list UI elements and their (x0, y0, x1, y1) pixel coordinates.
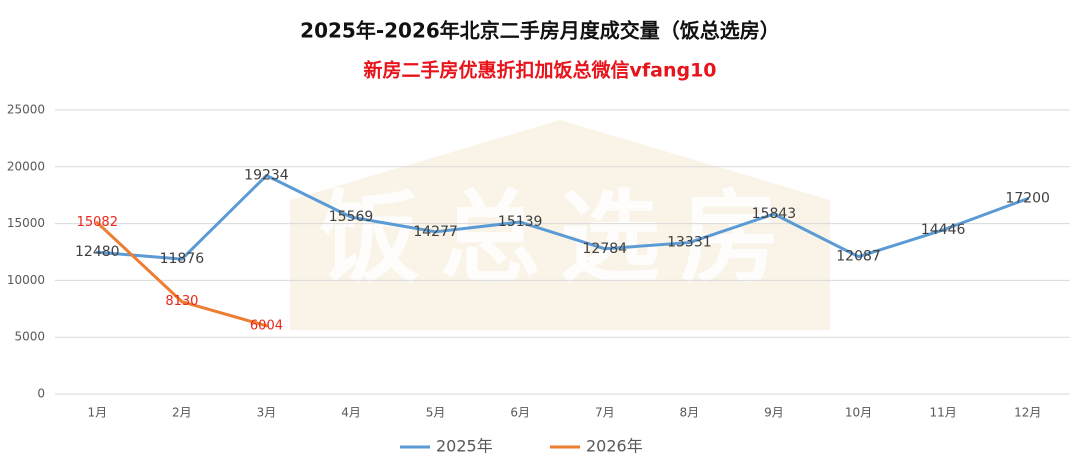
x-tick-label: 9月 (764, 406, 784, 420)
data-label: 14277 (413, 224, 458, 240)
y-tick-label: 5000 (14, 330, 45, 344)
data-label: 15082 (77, 215, 118, 230)
data-label: 12087 (836, 249, 881, 265)
x-tick-label: 7月 (595, 406, 615, 420)
y-tick-label: 10000 (7, 273, 45, 287)
data-label: 14446 (921, 222, 966, 238)
data-label: 12784 (583, 241, 628, 257)
watermark-text: 饭总选房 (320, 179, 800, 296)
legend-label: 2025年 (436, 437, 493, 456)
y-tick-label: 20000 (7, 159, 45, 173)
data-label: 15139 (498, 214, 543, 230)
data-label: 15843 (752, 206, 797, 222)
y-tick-label: 25000 (7, 103, 45, 117)
data-label: 13331 (667, 235, 712, 251)
y-tick-label: 0 (37, 387, 45, 401)
chart-title: 2025年-2026年北京二手房月度成交量（饭总选房） (300, 19, 780, 43)
x-tick-label: 10月 (845, 406, 872, 420)
x-tick-label: 5月 (426, 406, 446, 420)
data-label: 6004 (250, 318, 283, 333)
data-label: 12480 (75, 244, 120, 260)
data-label: 17200 (1005, 191, 1050, 207)
x-tick-label: 6月 (510, 406, 530, 420)
x-tick-label: 4月 (341, 406, 361, 420)
data-label: 15569 (329, 209, 374, 225)
x-tick-label: 8月 (680, 406, 700, 420)
watermark-shape (290, 120, 830, 330)
data-label: 19234 (244, 168, 289, 184)
legend-label: 2026年 (586, 437, 643, 456)
x-tick-label: 11月 (929, 406, 956, 420)
x-tick-label: 12月 (1014, 406, 1041, 420)
data-label: 11876 (160, 251, 205, 267)
x-tick-label: 3月 (257, 406, 277, 420)
y-tick-label: 15000 (7, 216, 45, 230)
series-line (95, 221, 268, 328)
data-label: 8130 (165, 294, 198, 309)
series-line (95, 174, 1030, 261)
x-tick-label: 1月 (87, 406, 107, 420)
x-tick-label: 2月 (172, 406, 192, 420)
watermark-logo: 饭总选房 (290, 120, 830, 330)
chart-subtitle: 新房二手房优惠折扣加饭总微信vfang10 (363, 59, 716, 82)
